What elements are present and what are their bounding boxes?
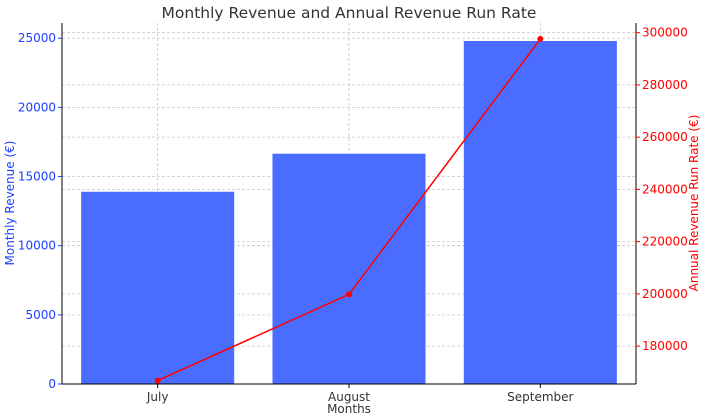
run-rate-point-september [537, 35, 544, 42]
ticks: July August September 0 5000 10000 15000 20000 2… [18, 26, 688, 404]
left-axis-label: Monthly Revenue (€) [3, 141, 17, 266]
chart-title: Monthly Revenue and Annual Revenue Run R… [162, 4, 537, 22]
left-tick-label: 20000 [18, 100, 56, 114]
run-rate-point-july [154, 377, 161, 384]
line-series [154, 35, 544, 384]
run-rate-point-august [346, 291, 352, 298]
left-tick-label: 0 [48, 377, 56, 391]
left-tick-label: 25000 [18, 31, 56, 45]
x-tick-label: August [328, 390, 370, 404]
left-tick-label: 15000 [18, 170, 56, 184]
x-tick-label: September [507, 390, 573, 404]
right-tick-label: 180000 [642, 339, 688, 353]
right-tick-label: 240000 [642, 182, 688, 196]
left-tick-label: 10000 [18, 239, 56, 253]
right-tick-label: 200000 [642, 287, 688, 301]
right-tick-label: 220000 [642, 235, 688, 249]
bar-august [272, 153, 426, 384]
x-tick-label: July [146, 390, 169, 404]
right-tick-label: 280000 [642, 78, 688, 92]
bar-september [463, 40, 617, 385]
left-tick-label: 5000 [25, 308, 56, 322]
right-tick-label: 300000 [642, 26, 688, 40]
right-tick-label: 260000 [642, 130, 688, 144]
bar-july [81, 191, 235, 384]
right-axis-label: Annual Revenue Run Rate (€) [687, 115, 701, 292]
x-axis-label: Months [327, 402, 371, 416]
bars [81, 40, 617, 385]
